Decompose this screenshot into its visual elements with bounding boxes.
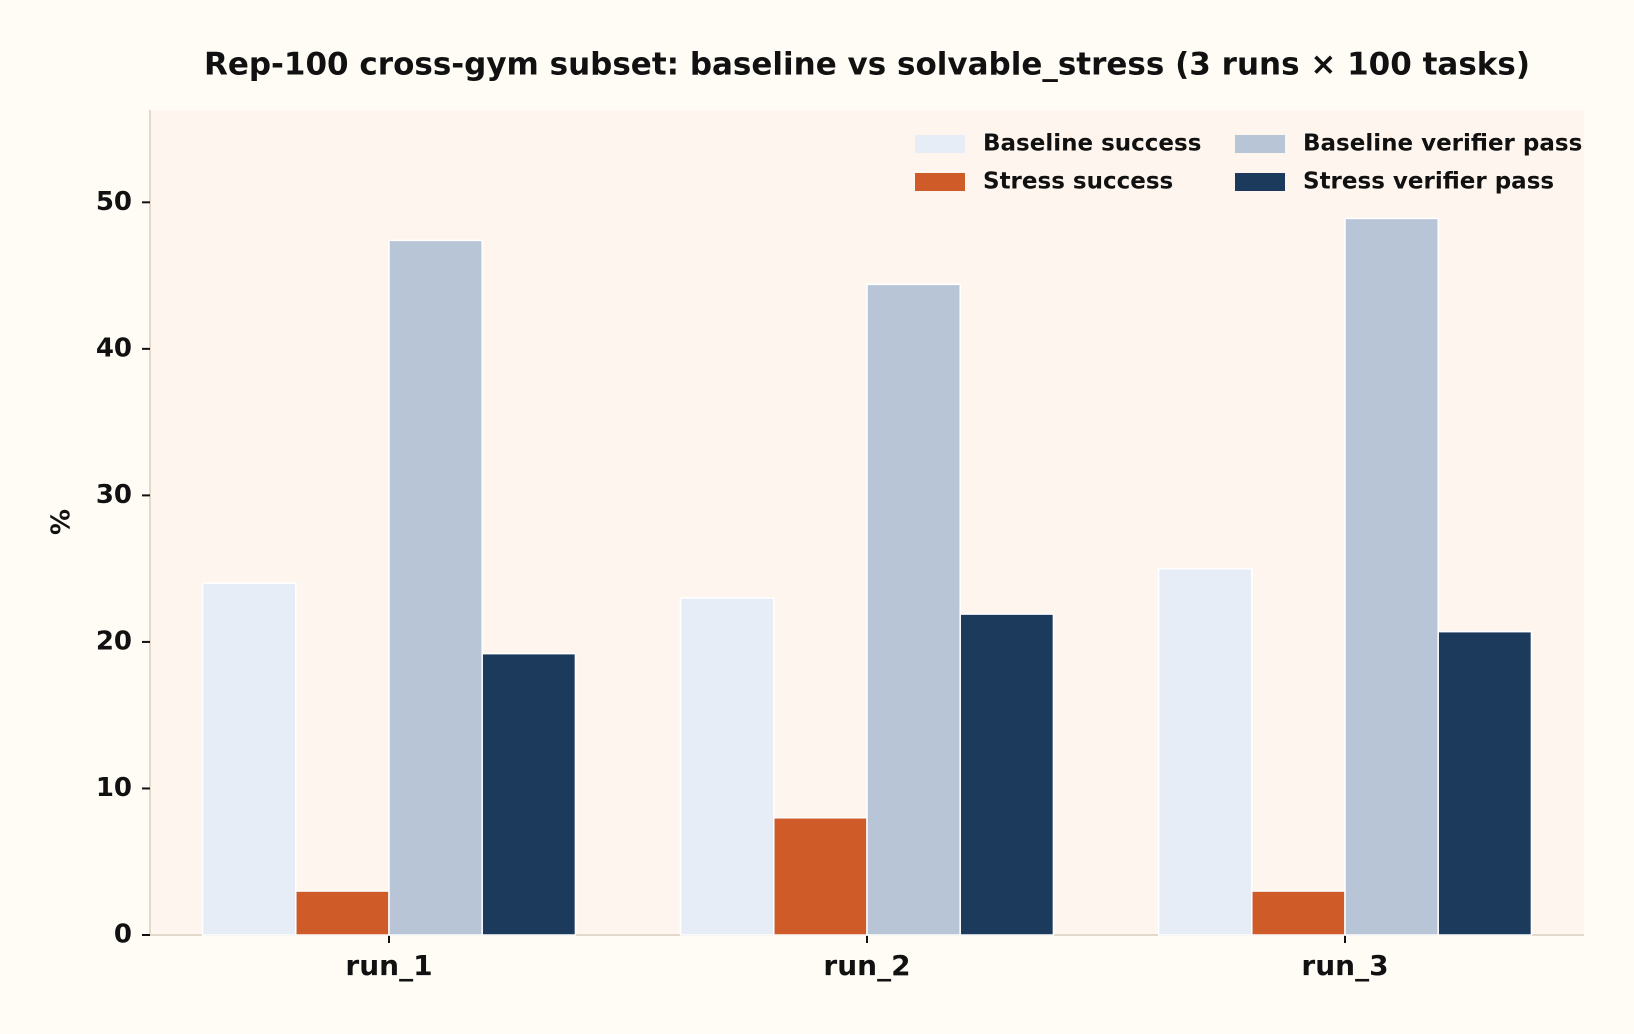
x-tick-label: run_1 bbox=[345, 949, 432, 982]
bar bbox=[1251, 890, 1346, 936]
bar bbox=[1437, 630, 1533, 936]
legend-swatch bbox=[1235, 173, 1285, 191]
y-tick-label: 30 bbox=[96, 480, 132, 510]
y-tick-label: 10 bbox=[96, 773, 132, 803]
bar bbox=[481, 652, 577, 936]
x-tick-label: run_3 bbox=[1301, 949, 1388, 982]
y-tick-label: 40 bbox=[96, 333, 132, 363]
bar bbox=[295, 890, 390, 936]
bar bbox=[1157, 567, 1253, 936]
bar bbox=[773, 817, 868, 936]
x-tick-label: run_2 bbox=[823, 949, 910, 982]
bar bbox=[201, 582, 297, 936]
y-tick-label: 50 bbox=[96, 187, 132, 217]
chart-title: Rep-100 cross-gym subset: baseline vs so… bbox=[204, 47, 1530, 83]
bar bbox=[388, 239, 483, 936]
legend-label: Stress success bbox=[983, 169, 1173, 195]
legend-swatch bbox=[915, 173, 965, 191]
y-tick-label: 20 bbox=[96, 626, 132, 656]
bar bbox=[866, 283, 961, 936]
legend-swatch bbox=[915, 135, 965, 153]
legend-label: Baseline success bbox=[983, 131, 1201, 157]
y-axis-label: % bbox=[47, 509, 77, 535]
bar bbox=[959, 613, 1055, 936]
bar bbox=[1344, 217, 1439, 936]
bar bbox=[679, 597, 775, 936]
legend-label: Stress verifier pass bbox=[1303, 169, 1554, 195]
legend-swatch bbox=[1235, 135, 1285, 153]
legend-label: Baseline verifier pass bbox=[1303, 131, 1582, 157]
y-tick-label: 0 bbox=[114, 920, 132, 950]
